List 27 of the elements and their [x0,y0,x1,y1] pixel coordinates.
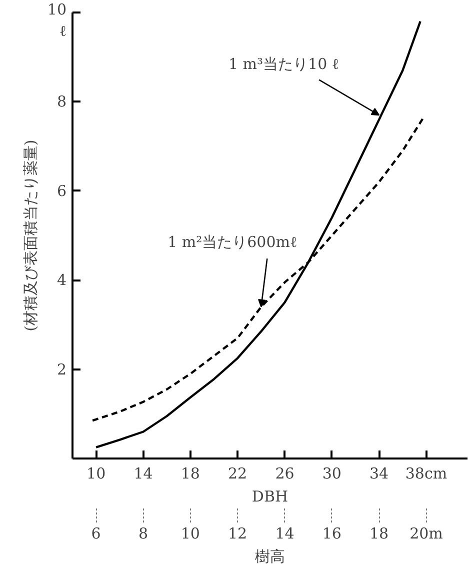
annotation: 1 m²当たり600mℓ [168,232,298,251]
y-tick-label: 10 ℓ [47,0,67,40]
x2-axis-title: 樹高 [255,548,285,566]
x2-tick-label: 18 [370,524,389,542]
y-tick-label: 4 [56,271,67,290]
x2-tick-label: 20m [410,524,443,542]
y-axis-title: (材積及び表面積当たり薬量) [21,140,40,332]
x-tick-label: 38cm [405,464,448,482]
annotation: 1 m³当たり10 ℓ [228,55,340,74]
x-tick-label: 30 [322,464,342,482]
x-tick-label: 26 [275,464,294,482]
x-tick-label: 14 [134,464,153,482]
x-tick-label: 22 [228,464,248,482]
x-tick-label: 34 [370,464,389,482]
y-tick-label: 2 [56,360,67,378]
x2-tick-label: 16 [322,524,342,542]
x-tick-label: 10 [86,464,106,482]
x2-tick-label: 8 [138,524,148,542]
x-tick-label: 18 [180,464,200,482]
x-axis-title: DBH [252,488,288,506]
y-tick-label: 8 [56,92,67,111]
line-series [94,20,422,448]
x2-tick-label: 12 [228,524,248,542]
x2-tick-label: 10 [180,524,200,542]
x2-tick-label: 14 [275,524,294,542]
x2-tick-label: 6 [91,524,101,542]
y-tick-label: 6 [56,182,67,200]
